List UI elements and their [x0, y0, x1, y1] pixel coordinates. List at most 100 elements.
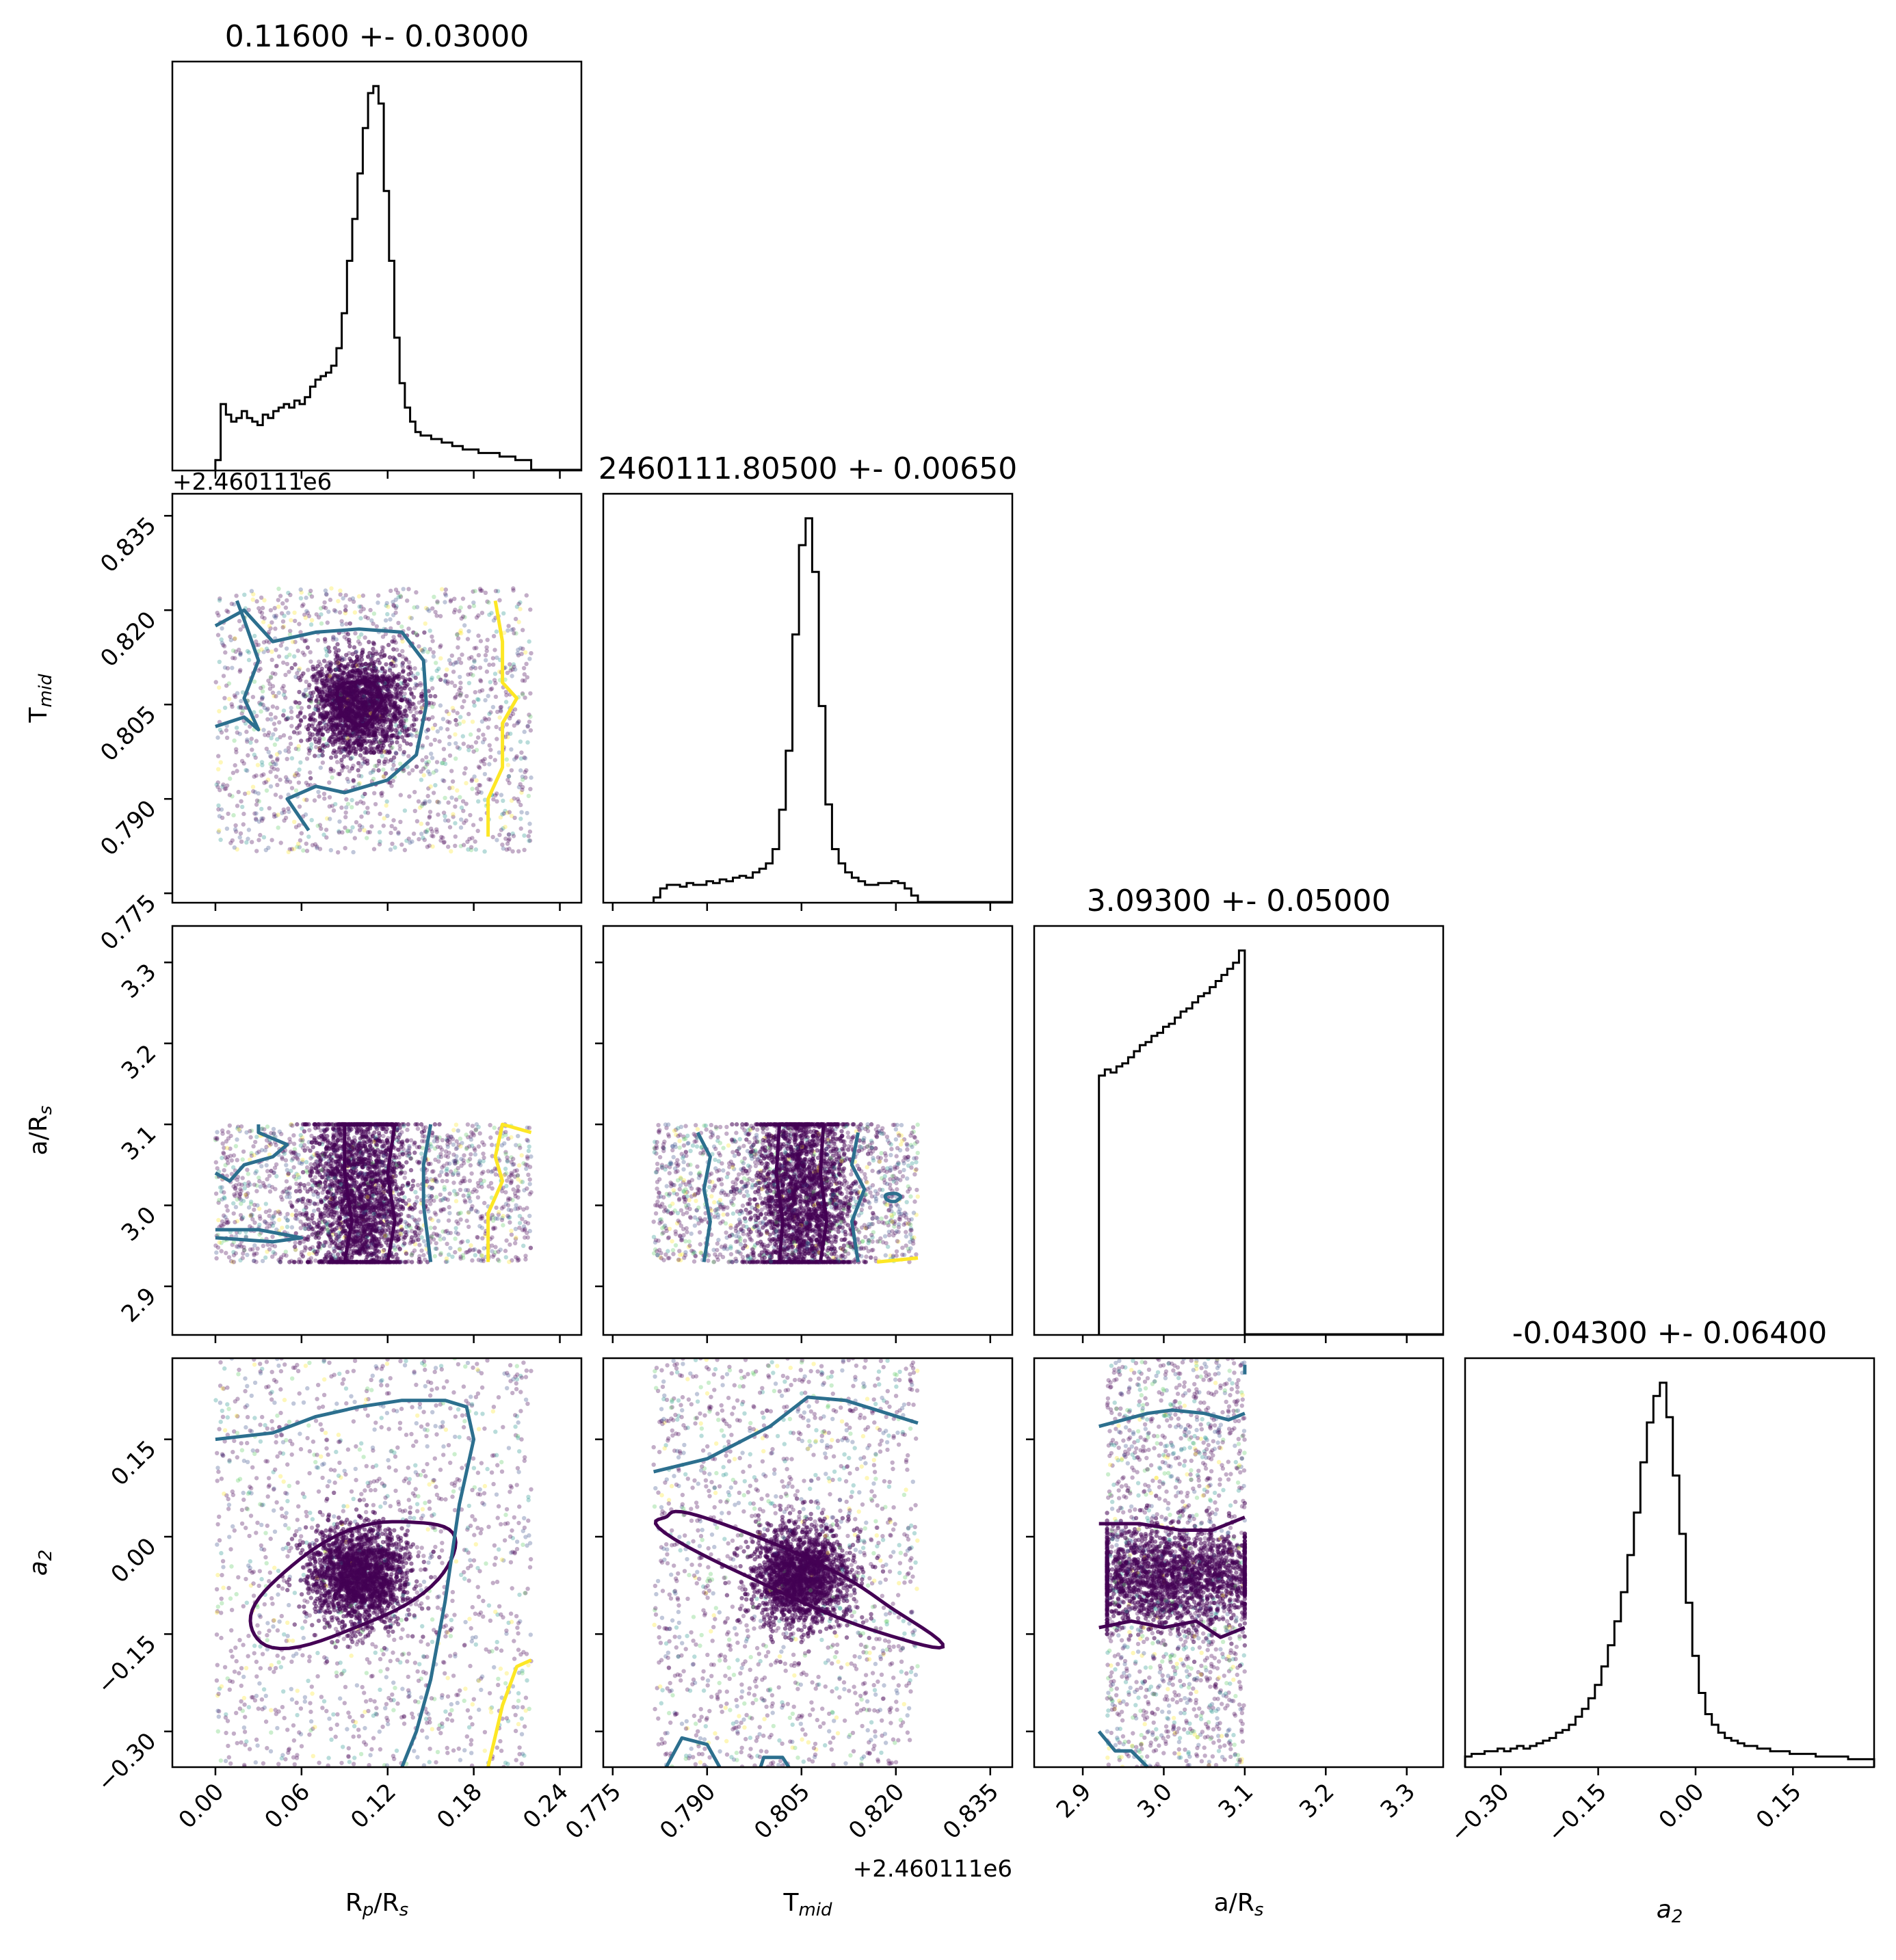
scatter-point — [485, 599, 490, 604]
scatter-point — [512, 1174, 517, 1179]
scatter-point — [503, 836, 508, 841]
scatter-point — [469, 744, 474, 750]
scatter-point — [304, 841, 308, 846]
scatter-point — [324, 592, 329, 597]
scatter-point — [327, 688, 332, 693]
scatter-point — [273, 672, 278, 676]
scatter-point — [315, 844, 319, 849]
scatter-point — [347, 640, 352, 645]
scatter-point — [265, 733, 271, 738]
scatter-point — [268, 712, 274, 717]
scatter-point — [483, 590, 488, 595]
scatter-point — [252, 633, 257, 639]
scatter-point — [350, 652, 355, 657]
scatter-point — [460, 734, 465, 739]
scatter-point — [215, 1130, 220, 1135]
scatter-point — [363, 635, 367, 640]
scatter-point — [312, 726, 317, 731]
scatter-point — [258, 702, 263, 707]
scatter-point — [427, 799, 432, 804]
scatter-point — [412, 1142, 417, 1147]
scatter-point — [448, 661, 453, 666]
scatter-point — [296, 780, 302, 785]
scatter-point — [453, 1168, 458, 1173]
scatter-point — [527, 1177, 532, 1182]
scatter-point — [217, 814, 222, 819]
scatter-point — [518, 817, 523, 821]
scatter-point — [273, 626, 278, 631]
scatter-point — [501, 846, 505, 851]
scatter-point — [358, 641, 363, 646]
scatter-point — [327, 795, 332, 800]
scatter-point — [525, 740, 530, 745]
scatter-point — [341, 669, 346, 674]
scatter-point — [468, 1199, 473, 1204]
scatter-point — [295, 704, 300, 709]
scatter-point — [299, 831, 304, 836]
scatter-point — [383, 771, 389, 776]
scatter-point — [408, 666, 412, 672]
scatter-point — [404, 704, 409, 709]
scatter-point — [347, 769, 352, 773]
scatter-point — [347, 644, 352, 649]
scatter-point — [509, 1232, 514, 1237]
scatter-point — [393, 605, 398, 611]
scatter-point — [385, 611, 390, 617]
scatter-point — [443, 761, 448, 767]
scatter-point — [471, 1133, 477, 1138]
scatter-point — [424, 760, 429, 765]
scatter-point — [382, 702, 387, 707]
scatter-point — [351, 778, 356, 783]
scatter-point — [506, 624, 511, 628]
scatter-point — [238, 705, 243, 710]
scatter-point — [317, 721, 321, 726]
scatter-point — [313, 754, 317, 758]
scatter-point — [222, 665, 228, 670]
scatter-point — [453, 804, 458, 809]
scatter-point — [523, 756, 528, 760]
scatter-point — [256, 606, 261, 611]
scatter-point — [331, 635, 336, 640]
scatter-point — [429, 677, 434, 683]
scatter-point — [499, 793, 504, 797]
scatter-point — [330, 683, 334, 688]
scatter-point — [333, 667, 338, 672]
scatter-point — [377, 1133, 382, 1138]
scatter-point — [439, 760, 445, 766]
scatter-point — [229, 702, 234, 707]
scatter-point — [434, 830, 439, 834]
scatter-point — [462, 623, 467, 628]
scatter-point — [458, 693, 463, 698]
scatter-point — [345, 662, 351, 667]
scatter-point — [347, 743, 352, 747]
scatter-point — [469, 1171, 474, 1176]
scatter-point — [445, 1154, 451, 1159]
scatter-point — [272, 814, 277, 819]
scatter-point — [306, 726, 311, 732]
scatter-point — [289, 715, 294, 721]
scatter-point — [257, 1214, 262, 1219]
scatter-point — [432, 1226, 437, 1230]
scatter-point — [513, 667, 518, 672]
scatter-point — [325, 675, 330, 680]
scatter-point — [406, 1223, 412, 1228]
scatter-point — [440, 778, 445, 783]
scatter-point — [445, 727, 450, 732]
scatter-point — [456, 1211, 461, 1216]
scatter-point — [400, 670, 406, 674]
scatter-point — [239, 758, 245, 764]
scatter-point — [490, 656, 496, 661]
scatter-point — [354, 654, 360, 659]
scatter-point — [239, 839, 244, 844]
scatter-point — [394, 751, 399, 756]
scatter-point — [293, 700, 298, 705]
scatter-point — [327, 780, 332, 785]
scatter-point — [391, 712, 395, 717]
scatter-point — [443, 814, 447, 819]
scatter-point — [304, 780, 308, 785]
scatter-point — [466, 711, 471, 717]
scatter-point — [510, 831, 515, 836]
scatter-point — [430, 634, 434, 639]
scatter-point — [267, 630, 272, 635]
scatter-point — [330, 742, 336, 747]
